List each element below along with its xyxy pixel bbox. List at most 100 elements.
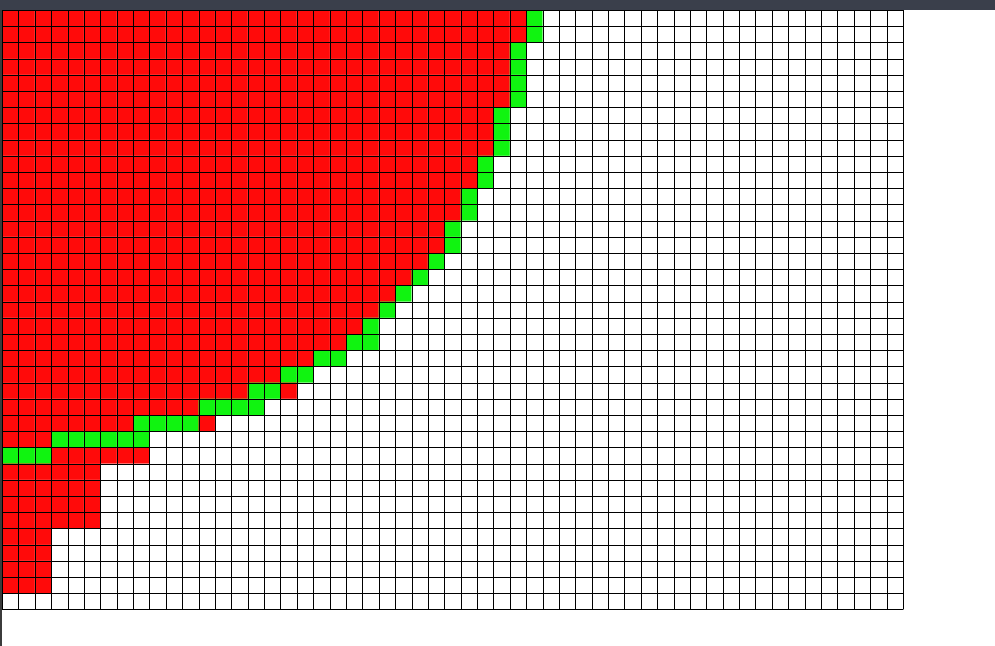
filled-cell[interactable]	[149, 188, 166, 205]
filled-cell[interactable]	[329, 253, 346, 270]
filled-cell[interactable]	[378, 74, 396, 91]
filled-cell[interactable]	[214, 285, 232, 302]
filled-cell[interactable]	[378, 220, 396, 237]
filled-cell[interactable]	[296, 350, 314, 367]
filled-cell[interactable]	[411, 253, 428, 270]
filled-cell[interactable]	[2, 220, 19, 237]
filled-cell[interactable]	[460, 42, 478, 59]
filled-cell[interactable]	[411, 220, 428, 237]
filled-cell[interactable]	[411, 139, 428, 156]
filled-cell[interactable]	[83, 317, 101, 334]
filled-cell[interactable]	[411, 236, 428, 253]
filled-cell[interactable]	[18, 463, 35, 480]
filled-cell[interactable]	[264, 285, 281, 302]
filled-cell[interactable]	[133, 107, 150, 124]
filled-cell[interactable]	[83, 204, 101, 221]
filled-cell[interactable]	[198, 91, 215, 108]
boundary-cell[interactable]	[296, 366, 314, 383]
filled-cell[interactable]	[247, 42, 265, 59]
filled-cell[interactable]	[133, 350, 150, 367]
filled-cell[interactable]	[231, 58, 248, 75]
filled-cell[interactable]	[83, 382, 101, 399]
filled-cell[interactable]	[182, 204, 199, 221]
filled-cell[interactable]	[149, 334, 166, 351]
filled-cell[interactable]	[477, 58, 494, 75]
filled-cell[interactable]	[182, 155, 199, 172]
filled-cell[interactable]	[165, 350, 183, 367]
filled-cell[interactable]	[296, 74, 314, 91]
filled-cell[interactable]	[231, 107, 248, 124]
filled-cell[interactable]	[231, 366, 248, 383]
filled-cell[interactable]	[182, 188, 199, 205]
filled-cell[interactable]	[264, 42, 281, 59]
filled-cell[interactable]	[18, 301, 35, 318]
boundary-cell[interactable]	[51, 431, 68, 448]
filled-cell[interactable]	[67, 91, 84, 108]
boundary-cell[interactable]	[395, 285, 412, 302]
filled-cell[interactable]	[280, 58, 297, 75]
filled-cell[interactable]	[329, 172, 346, 189]
filled-cell[interactable]	[395, 10, 412, 27]
filled-cell[interactable]	[395, 91, 412, 108]
filled-cell[interactable]	[116, 317, 134, 334]
filled-cell[interactable]	[133, 74, 150, 91]
filled-cell[interactable]	[198, 204, 215, 221]
filled-cell[interactable]	[133, 253, 150, 270]
filled-cell[interactable]	[149, 269, 166, 286]
boundary-cell[interactable]	[18, 447, 35, 464]
filled-cell[interactable]	[264, 10, 281, 27]
filled-cell[interactable]	[296, 10, 314, 27]
filled-cell[interactable]	[2, 350, 19, 367]
filled-cell[interactable]	[395, 58, 412, 75]
filled-cell[interactable]	[214, 301, 232, 318]
filled-cell[interactable]	[149, 139, 166, 156]
filled-cell[interactable]	[198, 220, 215, 237]
filled-cell[interactable]	[313, 172, 330, 189]
filled-cell[interactable]	[182, 317, 199, 334]
filled-cell[interactable]	[493, 74, 510, 91]
filled-cell[interactable]	[247, 155, 265, 172]
filled-cell[interactable]	[329, 58, 346, 75]
filled-cell[interactable]	[296, 334, 314, 351]
filled-cell[interactable]	[149, 317, 166, 334]
boundary-cell[interactable]	[264, 382, 281, 399]
filled-cell[interactable]	[296, 253, 314, 270]
filled-cell[interactable]	[198, 301, 215, 318]
filled-cell[interactable]	[362, 155, 379, 172]
filled-cell[interactable]	[280, 26, 297, 43]
filled-cell[interactable]	[329, 220, 346, 237]
filled-cell[interactable]	[182, 123, 199, 140]
filled-cell[interactable]	[182, 26, 199, 43]
filled-cell[interactable]	[51, 285, 68, 302]
filled-cell[interactable]	[83, 139, 101, 156]
filled-cell[interactable]	[149, 26, 166, 43]
filled-cell[interactable]	[67, 58, 84, 75]
filled-cell[interactable]	[411, 107, 428, 124]
filled-cell[interactable]	[264, 253, 281, 270]
filled-cell[interactable]	[100, 301, 117, 318]
filled-cell[interactable]	[329, 334, 346, 351]
filled-cell[interactable]	[18, 560, 35, 577]
filled-cell[interactable]	[378, 172, 396, 189]
filled-cell[interactable]	[83, 10, 101, 27]
filled-cell[interactable]	[100, 236, 117, 253]
filled-cell[interactable]	[264, 317, 281, 334]
filled-cell[interactable]	[100, 398, 117, 415]
filled-cell[interactable]	[83, 42, 101, 59]
filled-cell[interactable]	[18, 544, 35, 561]
filled-cell[interactable]	[2, 10, 19, 27]
filled-cell[interactable]	[83, 398, 101, 415]
boundary-cell[interactable]	[493, 123, 510, 140]
filled-cell[interactable]	[165, 172, 183, 189]
filled-cell[interactable]	[18, 74, 35, 91]
filled-cell[interactable]	[231, 253, 248, 270]
filled-cell[interactable]	[395, 204, 412, 221]
boundary-cell[interactable]	[313, 350, 330, 367]
filled-cell[interactable]	[280, 317, 297, 334]
filled-cell[interactable]	[116, 415, 134, 432]
filled-cell[interactable]	[329, 10, 346, 27]
filled-cell[interactable]	[329, 236, 346, 253]
filled-cell[interactable]	[264, 188, 281, 205]
filled-cell[interactable]	[2, 512, 19, 529]
filled-cell[interactable]	[116, 139, 134, 156]
